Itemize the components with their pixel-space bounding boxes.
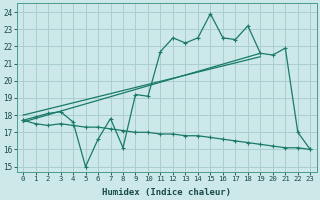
X-axis label: Humidex (Indice chaleur): Humidex (Indice chaleur) <box>102 188 231 197</box>
